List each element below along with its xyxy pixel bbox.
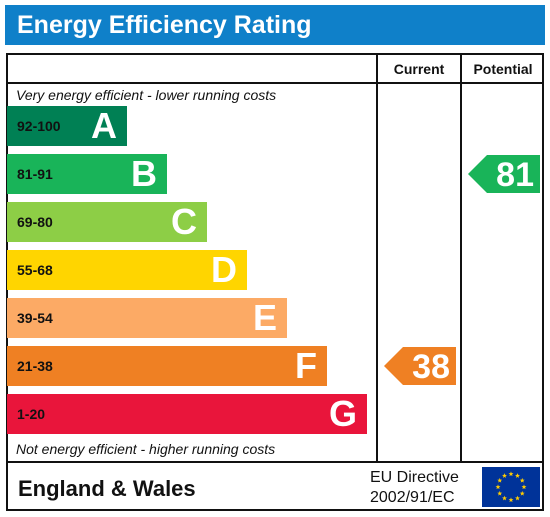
column-divider-potential [460,53,462,463]
rating-value: 81 [496,156,534,193]
rating-band-a: 92-100 A [7,106,127,146]
rating-band-c: 69-80 C [7,202,207,242]
flag-star [495,484,501,490]
rating-value: 38 [412,348,450,385]
arrow-shape [384,347,456,385]
band-letter: B [131,153,157,194]
band-letter: C [171,201,197,242]
column-header-current: Current [393,61,445,77]
arrow-shape [468,155,540,193]
rating-band-e: 39-54 E [7,298,287,338]
caption-bottom: Not energy efficient - higher running co… [16,441,276,457]
flag-star [508,471,514,477]
region-label: England & Wales [18,476,196,501]
band-range-label: 92-100 [17,118,61,134]
potential-rating-arrow: 81 [468,155,540,193]
eu-directive: EU Directive 2002/91/EC [370,468,459,508]
page-title: Energy Efficiency Rating [17,11,312,39]
flag-star [515,495,520,501]
flag-star [502,473,507,478]
flag-star [502,495,507,501]
band-range-label: 81-91 [17,166,53,182]
band-letter: E [252,297,277,338]
band-range-label: 69-80 [17,214,53,230]
band-range-label: 1-20 [17,406,46,422]
flag-star [521,484,527,490]
band-letter: A [91,105,117,146]
flag-star [508,497,514,503]
column-divider-current [376,53,378,463]
band-range-label: 55-68 [17,262,53,278]
caption-top: Very energy efficient - lower running co… [16,87,277,103]
rating-band-g: 1-20 G [7,394,367,434]
band-letter: G [328,393,357,434]
flag-star [497,477,503,483]
flag-star [497,490,503,496]
eu-flag-icon [482,467,540,507]
current-rating-arrow: 38 [384,347,456,385]
column-header-potential: Potential [473,61,533,77]
flag-star [519,477,525,483]
flag-star [519,490,525,496]
rating-band-f: 21-38 F [7,346,327,386]
rating-band-d: 55-68 D [7,250,247,290]
flag-star [515,473,520,478]
band-range-label: 21-38 [17,358,53,374]
directive-line-1: EU Directive [370,469,459,486]
header-bar: Energy Efficiency Rating [5,5,545,45]
band-letter: D [211,249,237,290]
header-row-divider [6,82,544,84]
directive-line-2: 2002/91/EC [370,489,455,506]
band-range-label: 39-54 [17,310,53,326]
footer-row-divider [6,461,544,463]
band-letter: F [295,345,317,386]
rating-band-b: 81-91 B [7,154,167,194]
